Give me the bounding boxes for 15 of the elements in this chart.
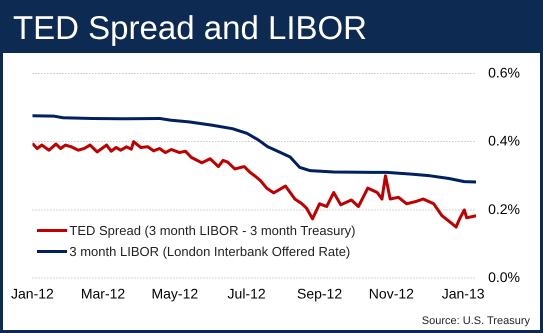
x-tick-label: Jan-13 [442, 285, 485, 302]
y-tick-label: 0.2% [488, 200, 520, 217]
legend-label: 3 month LIBOR (London Interbank Offered Rate) [69, 244, 350, 260]
y-tick-label: 0.4% [488, 132, 520, 149]
y-tick-label: 0.6% [488, 64, 520, 80]
x-tick-label: May-12 [151, 285, 198, 302]
x-tick-label: Jan-12 [10, 285, 54, 302]
x-tick-label: Mar-12 [80, 285, 126, 302]
source-note: Source: U.S. Treasury [422, 315, 530, 327]
x-tick-label: Nov-12 [368, 285, 414, 302]
legend-label: TED Spread (3 month LIBOR - 3 month Treasury) [69, 223, 356, 238]
x-tick-label: Jul-12 [228, 285, 266, 302]
chart-title: TED Spread and LIBOR [3, 3, 540, 53]
x-tick-label: Sep-12 [296, 285, 342, 302]
y-tick-label: 0.0% [488, 269, 520, 286]
